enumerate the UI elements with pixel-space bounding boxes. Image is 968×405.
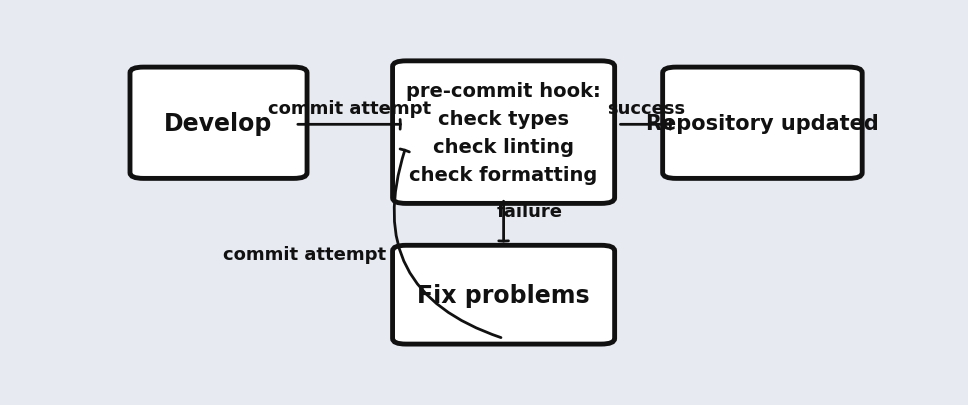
FancyBboxPatch shape — [393, 246, 615, 344]
Text: failure: failure — [497, 202, 562, 220]
Text: success: success — [607, 100, 685, 118]
Text: Fix problems: Fix problems — [417, 283, 590, 307]
Text: commit attempt: commit attempt — [224, 245, 386, 263]
Text: commit attempt: commit attempt — [268, 100, 432, 118]
FancyBboxPatch shape — [130, 68, 307, 179]
Text: pre-commit hook:
check types
check linting
check formatting: pre-commit hook: check types check linti… — [407, 81, 601, 184]
FancyBboxPatch shape — [393, 62, 615, 204]
Text: Repository updated: Repository updated — [646, 113, 879, 133]
Text: Develop: Develop — [165, 111, 273, 135]
FancyBboxPatch shape — [663, 68, 862, 179]
